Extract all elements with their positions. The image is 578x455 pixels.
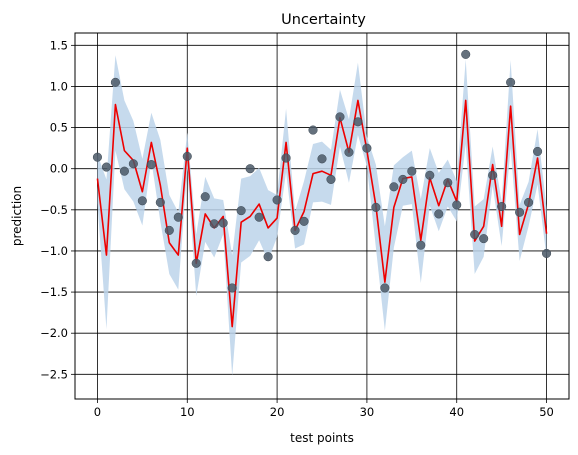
observed-point [245,164,255,174]
observed-point [461,49,471,59]
y-tick-label: 1.5 [50,38,68,52]
axis-ticks: 0 10 20 30 40 50 −2.5 −2.0 −1.5 −1.0 −0.5 0.0 0.5 1.0… [40,38,554,419]
observed-point [389,182,399,192]
observed-point [434,209,444,219]
observed-point [506,77,516,87]
observed-point [272,195,282,205]
mean-line-layer [96,99,548,328]
observed-point [254,212,264,222]
y-tick-label: −2.5 [40,367,68,381]
chart-title: Uncertainty [281,12,366,28]
observed-point [290,225,300,235]
observed-point [470,229,480,240]
mean-prediction-line [96,99,548,328]
observed-point [335,112,345,122]
observed-point [524,197,534,207]
observed-point [164,225,174,235]
observed-point [110,77,120,87]
observed-point [299,216,309,226]
observed-point [209,219,219,229]
x-tick-label: 20 [270,405,285,419]
observed-point [326,174,336,184]
observed-point [497,201,507,212]
observed-point [353,117,363,127]
observed-point [515,207,525,217]
observed-point [317,154,327,164]
y-tick-label: 0.5 [50,121,68,135]
y-tick-label: −2.0 [40,326,68,340]
y-tick-label: −1.5 [40,285,68,299]
observed-point [128,159,138,169]
y-tick-label: 1.0 [50,79,68,93]
x-tick-label: 40 [449,405,464,419]
observed-point [344,147,354,157]
observed-point [407,166,417,176]
observed-point [308,125,318,135]
x-tick-label: 50 [539,405,554,419]
observed-point [137,196,147,206]
x-tick-label: 30 [360,405,375,419]
observed-point [218,218,228,228]
observed-point [371,202,381,212]
uncertainty-band-layer [97,55,547,376]
observed-point [101,162,111,172]
x-tick-label: 10 [180,405,195,419]
plot-frame [74,32,570,400]
observed-point [182,151,192,161]
y-axis-label: prediction [10,186,24,246]
observed-point [479,234,489,244]
observed-point [173,212,183,222]
y-tick-label: −1.0 [40,244,68,258]
observed-point [398,174,408,184]
uncertainty-band [97,55,547,376]
x-tick-label: 0 [94,405,101,419]
observed-point [146,160,156,170]
observed-point [155,197,165,207]
observed-point [542,248,552,258]
observed-point [416,240,426,250]
observed-point [443,178,453,188]
observed-point [263,252,273,262]
y-tick-label: −0.5 [40,203,68,217]
x-axis-label: test points [290,431,354,445]
observed-point [200,192,210,202]
observed-point [533,146,543,156]
observed-point [362,143,372,153]
observed-point [380,283,390,293]
observed-point [425,170,435,180]
observed-point [119,166,129,176]
observed-point [92,152,102,162]
y-tick-label: 0.0 [50,162,68,176]
observed-points-layer [92,49,552,293]
observed-point [227,283,237,293]
observed-point [281,153,291,163]
observed-point [488,170,498,180]
observed-point [191,258,201,268]
observed-point [236,206,246,216]
observed-point [452,200,462,210]
